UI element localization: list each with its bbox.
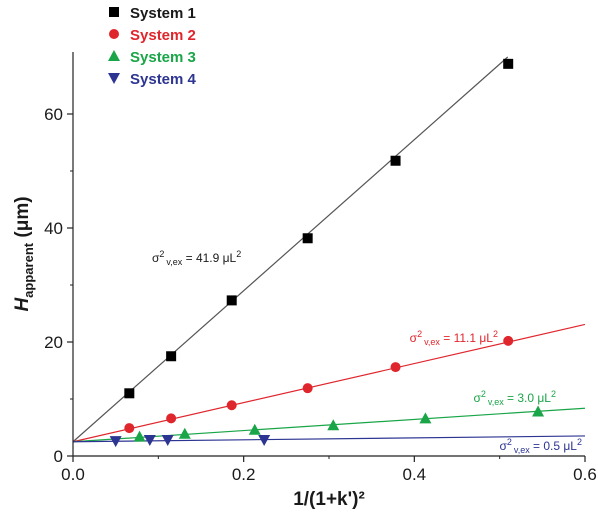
annotation-system-3: σ2v,ex = 3.0 μL2 — [473, 389, 556, 407]
data-point-system-1 — [166, 351, 177, 362]
annotations: σ2v,ex = 41.9 μL2 σ2v,ex = 11.1 μL2 σ2v,ex… — [152, 249, 582, 455]
data-point-system-1 — [390, 155, 401, 166]
data-point-system-4 — [143, 435, 156, 447]
y-axis-title-main: H — [12, 297, 33, 312]
data-point-system-4 — [161, 435, 174, 447]
y-tick-label: 20 — [44, 333, 63, 352]
y-tick-label: 40 — [44, 219, 63, 238]
x-tick-label: 0.4 — [403, 465, 427, 484]
legend-label-system-1: System 1 — [130, 5, 196, 22]
x-ticks: 0.0 0.2 0.4 0.6 — [61, 456, 597, 484]
legend-label-system-4: System 4 — [130, 71, 197, 88]
data-point-system-4 — [109, 436, 122, 448]
data-point-system-1 — [226, 295, 237, 306]
y-axis-title-sub: apparent — [21, 242, 36, 298]
legend-marker-system-1 — [109, 7, 119, 17]
annotation-system-4: σ2v,ex = 0.5 μL2 — [499, 437, 582, 455]
data-point-system-3 — [327, 419, 340, 431]
data-point-system-1 — [302, 233, 313, 244]
data-point-system-2 — [166, 413, 177, 424]
x-axis-title: 1/(1+k')² — [293, 489, 365, 510]
data-point-system-2 — [503, 335, 514, 346]
y-axis-title-group: Happarent (μm) — [12, 196, 36, 311]
data-point-system-2 — [302, 383, 313, 394]
y-axis-title-unit: (μm) — [12, 196, 33, 242]
legend-label-system-2: System 2 — [130, 27, 196, 44]
fit-line-system-2 — [72, 323, 586, 443]
fit-lines — [72, 56, 586, 443]
fit-line-system-3 — [72, 407, 586, 443]
data-point-system-3 — [532, 405, 545, 417]
y-ticks: 0 20 40 60 — [44, 105, 73, 466]
data-point-system-2 — [124, 423, 135, 434]
legend-label-system-3: System 3 — [130, 49, 196, 66]
data-point-system-2 — [390, 362, 401, 373]
fit-line-system-4 — [72, 435, 586, 443]
x-tick-label: 0.0 — [61, 465, 85, 484]
y-tick-label: 0 — [54, 447, 63, 466]
fit-line-system-1 — [72, 56, 509, 443]
data-point-system-3 — [133, 430, 146, 442]
legend-marker-system-4 — [108, 73, 120, 84]
svg-text:Happarent (μm): Happarent (μm) — [12, 196, 36, 311]
data-point-system-4 — [258, 435, 271, 447]
data-points — [109, 58, 545, 448]
y-tick-label: 60 — [44, 105, 63, 124]
data-point-system-1 — [124, 388, 135, 399]
data-point-system-3 — [419, 412, 432, 424]
legend-marker-system-3 — [108, 50, 120, 61]
x-tick-label: 0.6 — [573, 465, 597, 484]
data-point-system-3 — [248, 423, 261, 435]
annotation-system-1: σ2v,ex = 41.9 μL2 — [152, 249, 241, 267]
data-point-system-2 — [226, 400, 237, 411]
annotation-system-2: σ2v,ex = 11.1 μL2 — [410, 329, 498, 347]
legend-marker-system-2 — [109, 29, 119, 39]
data-point-system-1 — [503, 58, 514, 69]
x-tick-label: 0.2 — [232, 465, 256, 484]
legend: System 1 System 2 System 3 System 4 — [108, 5, 197, 88]
data-point-system-3 — [178, 427, 191, 439]
